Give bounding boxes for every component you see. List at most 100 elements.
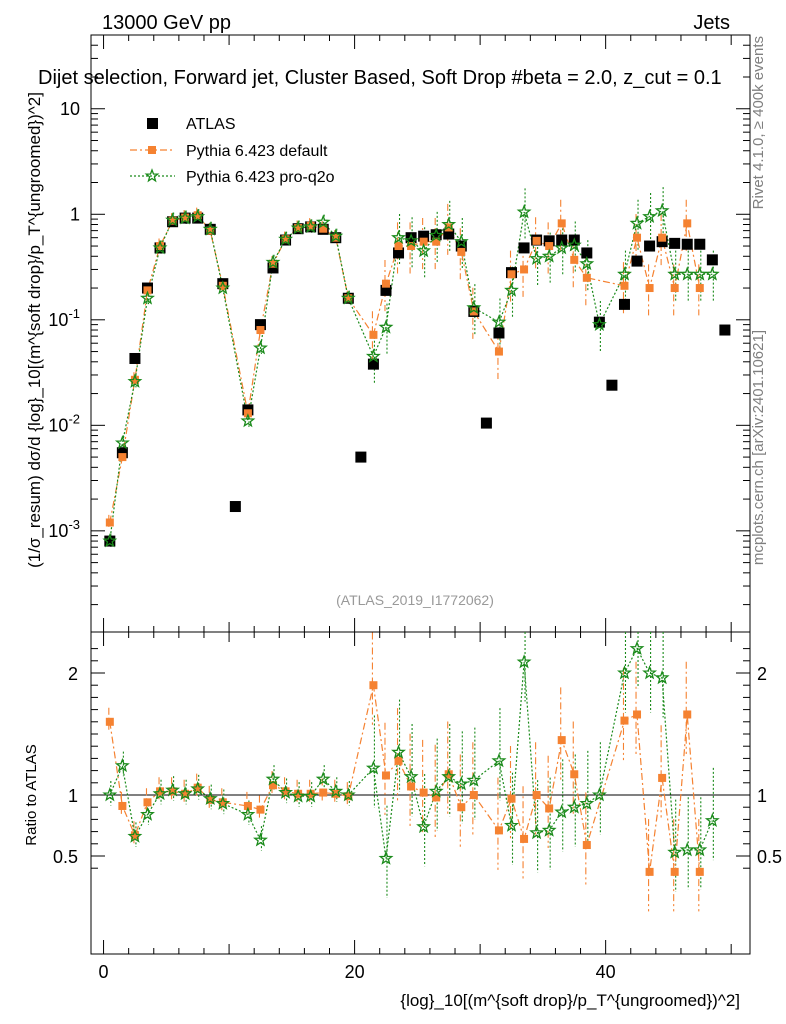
x-tick-label: 40 (596, 962, 616, 982)
ratio-default-point (218, 798, 227, 807)
pythia-default-point (319, 224, 328, 233)
x-tick-label: 0 (99, 962, 109, 982)
ratio-default-point (269, 781, 278, 790)
ratio-default-point (306, 789, 315, 798)
atlas-data-point (631, 255, 643, 267)
legend-proq2o-marker (144, 168, 160, 183)
ratio-proq2o-point (642, 665, 658, 680)
ratio-default-point (294, 789, 303, 798)
ratio-proq2o-point (667, 844, 683, 859)
ratio-proq2o-point (278, 784, 294, 799)
pythia-default-point (306, 221, 315, 230)
ratio-proq2o-point (202, 790, 218, 806)
ratio-proq2o-point (679, 841, 695, 857)
atlas-data-point (104, 535, 116, 547)
ratio-default-point (507, 794, 516, 803)
rivet-label: Rivet 4.1.0, ≥ 400k events (750, 36, 767, 209)
pythia-proq2o-point (466, 299, 482, 315)
ratio-proq2o-point (114, 757, 130, 773)
pythia-proq2o-point (566, 237, 582, 252)
pythia-default-point (432, 237, 441, 246)
ratio-proq2o-point (378, 850, 394, 865)
ratio-proq2o-point (428, 783, 444, 798)
pythia-proq2o-point (529, 250, 545, 266)
ratio-default-point (695, 867, 704, 876)
ratio-default-point (557, 736, 566, 745)
pythia-default-point (582, 273, 591, 282)
pythia-default-point (520, 265, 529, 274)
ratio-proq2o-point (152, 785, 168, 801)
pythia-default-point (281, 235, 290, 244)
pythia-proq2o-point (290, 220, 306, 235)
pythia-proq2o-point (679, 266, 695, 281)
atlas-data-point (543, 235, 555, 247)
main-y-tick-label: 10-1 (48, 306, 80, 330)
ratio-default-point (570, 770, 579, 779)
ratio-default-point (620, 716, 629, 725)
ratio-proq2o-point (190, 781, 206, 796)
ratio-proq2o-point (579, 795, 595, 810)
ratio-plot-frame (90, 631, 751, 955)
ratio-y-tick-label-right: 1 (757, 786, 767, 806)
ratio-default-point (168, 787, 177, 796)
atlas-data-point (480, 417, 492, 429)
ratio-proq2o-point (253, 832, 268, 847)
pythia-proq2o-point (667, 266, 683, 281)
pythia-default-point (269, 259, 278, 268)
ratio-default-point (193, 783, 202, 792)
main-y-axis-label: (1/σ_resum) dσ/d {log}_10[(m^{soft drop}… (25, 92, 44, 568)
atlas-data-point (593, 316, 605, 328)
legend-atlas-marker (147, 118, 158, 129)
ratio-default-point (281, 787, 290, 796)
pythia-proq2o-point (177, 210, 193, 225)
pythia-default-point (645, 284, 654, 293)
ratio-default-point (118, 801, 127, 810)
ratio-proq2o-point (328, 783, 344, 798)
ratio-proq2o-point (215, 795, 231, 810)
pythia-default-point (695, 284, 704, 293)
ratio-proq2o-point (365, 760, 381, 775)
ratio-proq2o-point (102, 787, 118, 802)
energy-label: 13000 GeV pp (102, 12, 231, 34)
pythia-default-point (545, 242, 554, 251)
atlas-data-point (518, 242, 530, 254)
ratio-default-point (645, 867, 654, 876)
pythia-default-point (105, 518, 114, 527)
ratio-proq2o-point (541, 822, 557, 837)
atlas-data-point (355, 451, 367, 463)
pythia-default-point (494, 347, 503, 356)
ratio-default-point (457, 803, 466, 812)
pythia-default-point (331, 233, 340, 242)
ratio-default-point (394, 756, 403, 765)
ratio-proq2o-point (554, 804, 570, 819)
ratio-proq2o-point (416, 818, 432, 834)
ratio-default-point (494, 826, 503, 835)
main-y-tick-label: 10-2 (48, 411, 80, 435)
pythia-proq2o-point (453, 233, 469, 248)
atlas-data-point (267, 262, 279, 274)
atlas-data-point (606, 379, 618, 391)
pythia-default-point (620, 281, 629, 290)
ratio-proq2o-point (177, 785, 193, 801)
pythia-proq2o-point (416, 243, 432, 258)
pythia-proq2o-point (303, 219, 319, 234)
ratio-proq2o-point (504, 817, 519, 832)
pythia-default-point (193, 211, 202, 220)
pythia-default-point (557, 219, 566, 228)
legend: ATLAS Pythia 6.423 default Pythia 6.423 … (130, 116, 335, 186)
ratio-proq2o-point (340, 787, 356, 802)
pythia-proq2o-point (114, 435, 130, 450)
pythia-proq2o-point (591, 316, 607, 332)
category-label: Jets (693, 12, 730, 34)
pythia-default-point (181, 213, 190, 222)
pythia-default-point (633, 233, 642, 242)
atlas-data-point (380, 284, 392, 296)
ratio-default-point (469, 791, 478, 799)
pythia-default-point (570, 255, 579, 264)
ratio-y-tick-label-right: 0.5 (757, 847, 782, 867)
mc-series-line (109, 209, 713, 542)
ratio-proq2o-point (516, 654, 532, 669)
atlas-data-point (430, 229, 442, 241)
main-y-tick-label: 10 (60, 99, 80, 119)
